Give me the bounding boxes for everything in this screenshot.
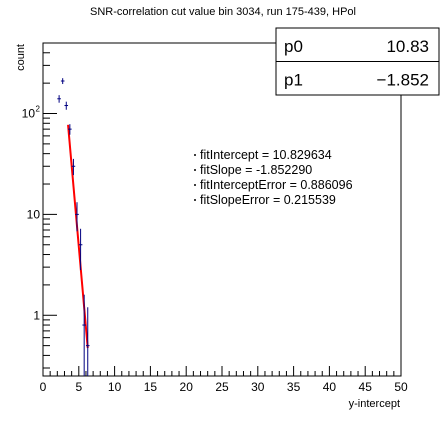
chart-title: SNR-correlation cut value bin 3034, run …: [90, 6, 356, 18]
x-tick-label: 45: [359, 380, 373, 394]
annotation-bullet: [194, 154, 196, 156]
stats-value: −1.852: [377, 70, 429, 89]
data-point: [75, 202, 79, 232]
x-tick-label: 35: [287, 380, 301, 394]
x-tick-label: 25: [215, 380, 229, 394]
x-tick-label: 10: [108, 380, 122, 394]
y-tick-label: 10: [27, 207, 41, 221]
data-points: [57, 78, 90, 376]
data-point: [57, 95, 61, 103]
fit-layer: [67, 124, 89, 349]
fit-annotation: fitSlopeError = 0.215539: [200, 193, 336, 207]
y-tick-exponent: 2: [36, 105, 41, 114]
y-tick-label: 1: [33, 308, 40, 322]
data-point: [68, 124, 72, 135]
data-point: [60, 78, 65, 85]
x-axis-label: y-intercept: [349, 398, 400, 410]
annotation-bullet: [194, 169, 196, 171]
data-point: [85, 307, 90, 376]
data-point: [71, 158, 76, 176]
x-tick-label: 15: [144, 380, 158, 394]
x-tick-label: 40: [323, 380, 337, 394]
stats-box: p0 10.83 p1 −1.852: [275, 27, 440, 96]
x-tick-label: 30: [251, 380, 265, 394]
stats-value: 10.83: [386, 37, 429, 56]
annotation-bullet: [194, 184, 196, 186]
x-axis: 0 5 10 15 20 25 30 35 40 45 50: [40, 366, 408, 394]
data-point: [78, 228, 83, 271]
x-tick-label: 50: [394, 380, 408, 394]
fit-annotation: fitInterceptError = 0.886096: [200, 178, 353, 192]
fit-line: [67, 124, 89, 349]
fit-annotation: fitIntercept = 10.829634: [200, 148, 332, 162]
fit-annotation: fitSlope = -1.852290: [200, 163, 312, 177]
y-axis-label: count: [15, 44, 27, 71]
stats-label: p1: [284, 70, 303, 89]
stats-label: p0: [284, 37, 303, 56]
data-point: [82, 294, 86, 376]
data-point: [64, 101, 69, 110]
x-tick-label: 20: [180, 380, 194, 394]
x-tick-label: 5: [75, 380, 82, 394]
annotation-bullet: [194, 199, 196, 201]
y-tick-label: 10: [22, 107, 36, 121]
x-tick-label: 0: [40, 380, 47, 394]
